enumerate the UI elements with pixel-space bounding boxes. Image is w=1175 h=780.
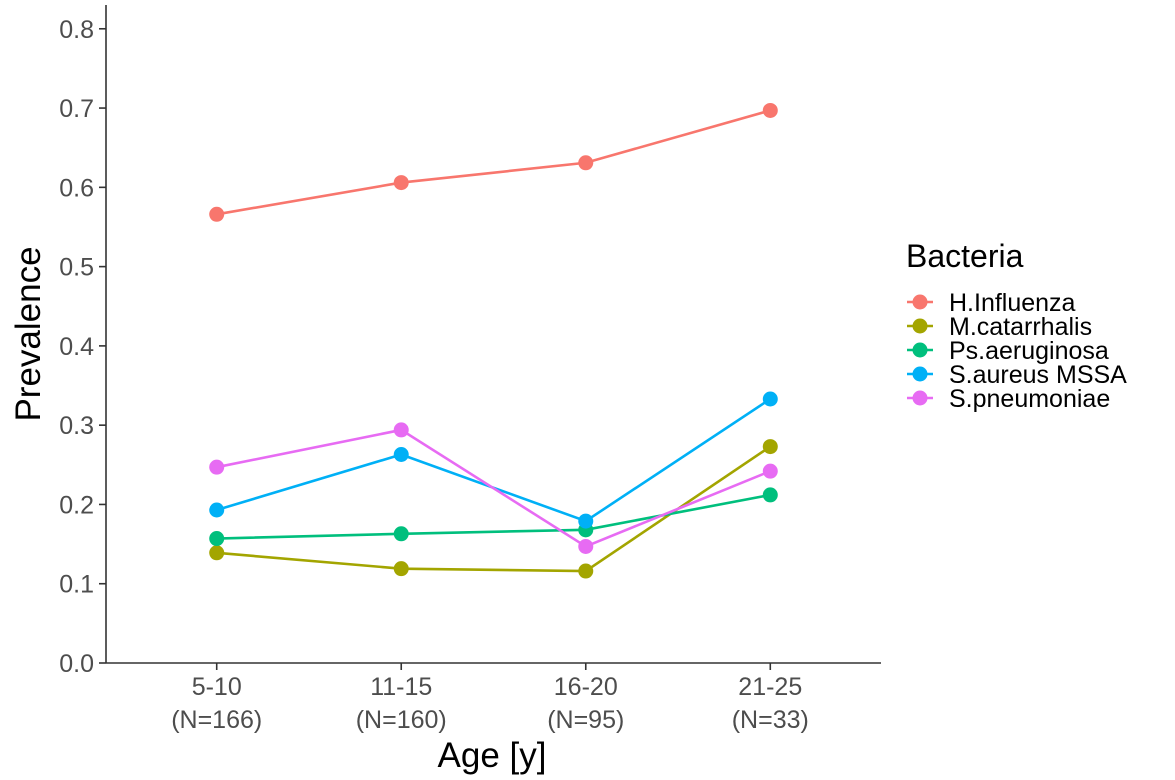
y-tick-label: 0.2 (59, 491, 94, 519)
legend-key-point (912, 318, 928, 334)
x-tick-sample-size: (N=33) (732, 706, 809, 734)
data-point (209, 545, 225, 561)
data-point (578, 155, 594, 171)
data-point (393, 561, 409, 577)
data-point (578, 538, 594, 554)
data-point (393, 422, 409, 438)
x-axis-ticks: 5-10 (N=166) 11-15 (N=160) 16-20 (N=95) 21-25 (… (171, 663, 809, 734)
data-point (209, 531, 225, 547)
legend-key-point (912, 366, 928, 382)
y-tick-label: 0.5 (59, 254, 94, 282)
x-axis-title: Age [y] (438, 736, 547, 775)
x-tick-label: 21-25 (738, 673, 802, 701)
series-line (216, 109, 771, 216)
y-tick-label: 0.6 (59, 174, 94, 202)
x-tick-label: 16-20 (554, 673, 618, 701)
legend-key-point (912, 294, 928, 310)
data-point (762, 487, 778, 503)
legend-item: S.pneumoniae (907, 385, 1110, 413)
legend-label: M.catarrhalis (949, 313, 1092, 341)
y-tick-label: 0.3 (59, 412, 94, 440)
legend-label: Ps.aeruginosa (949, 337, 1109, 365)
legend: Bacteria H.InfluenzaM.catarrhalisPs.aeru… (906, 238, 1127, 413)
data-point (762, 391, 778, 407)
y-tick-label: 0.1 (59, 571, 94, 599)
y-tick-label: 0.7 (59, 95, 94, 123)
legend-label: S.pneumoniae (949, 385, 1110, 413)
series-line (216, 493, 771, 540)
series-layer (209, 102, 778, 579)
legend-label: S.aureus MSSA (949, 361, 1127, 389)
data-point (209, 206, 225, 222)
data-point (393, 447, 409, 463)
legend-item: S.aureus MSSA (907, 361, 1127, 389)
data-point (762, 463, 778, 479)
x-tick-label: 5-10 (192, 673, 242, 701)
y-tick-label: 0.4 (59, 333, 94, 361)
y-tick-label: 0.8 (59, 16, 94, 44)
legend-key-point (912, 390, 928, 406)
data-point (578, 563, 594, 579)
data-point (762, 439, 778, 455)
series-line (216, 445, 772, 573)
legend-item: H.Influenza (907, 289, 1076, 317)
legend-title: Bacteria (906, 238, 1024, 274)
x-tick-sample-size: (N=160) (356, 706, 447, 734)
data-point (578, 513, 594, 529)
y-tick-label: 0.0 (59, 650, 94, 678)
legend-item: Ps.aeruginosa (907, 337, 1109, 365)
data-point (762, 102, 778, 118)
data-point (393, 526, 409, 542)
x-tick-sample-size: (N=166) (171, 706, 262, 734)
data-point (393, 175, 409, 191)
legend-label: H.Influenza (949, 289, 1076, 317)
series-s-aureus-mssa (209, 391, 778, 529)
series-line (216, 428, 771, 548)
data-point (209, 459, 225, 475)
series-s-pneumoniae (209, 422, 778, 554)
series-ps-aeruginosa (209, 487, 778, 547)
y-axis-ticks: 0.0 0.1 0.2 0.3 0.4 0.5 0.6 0.7 0.8 (59, 16, 106, 678)
legend-item: M.catarrhalis (907, 313, 1092, 341)
series-h-influenza (209, 102, 778, 222)
legend-key-point (912, 342, 928, 358)
x-tick-label: 11-15 (370, 673, 432, 701)
data-point (209, 502, 225, 518)
y-axis-title: Prevalence (9, 246, 48, 421)
x-tick-sample-size: (N=95) (547, 706, 624, 734)
